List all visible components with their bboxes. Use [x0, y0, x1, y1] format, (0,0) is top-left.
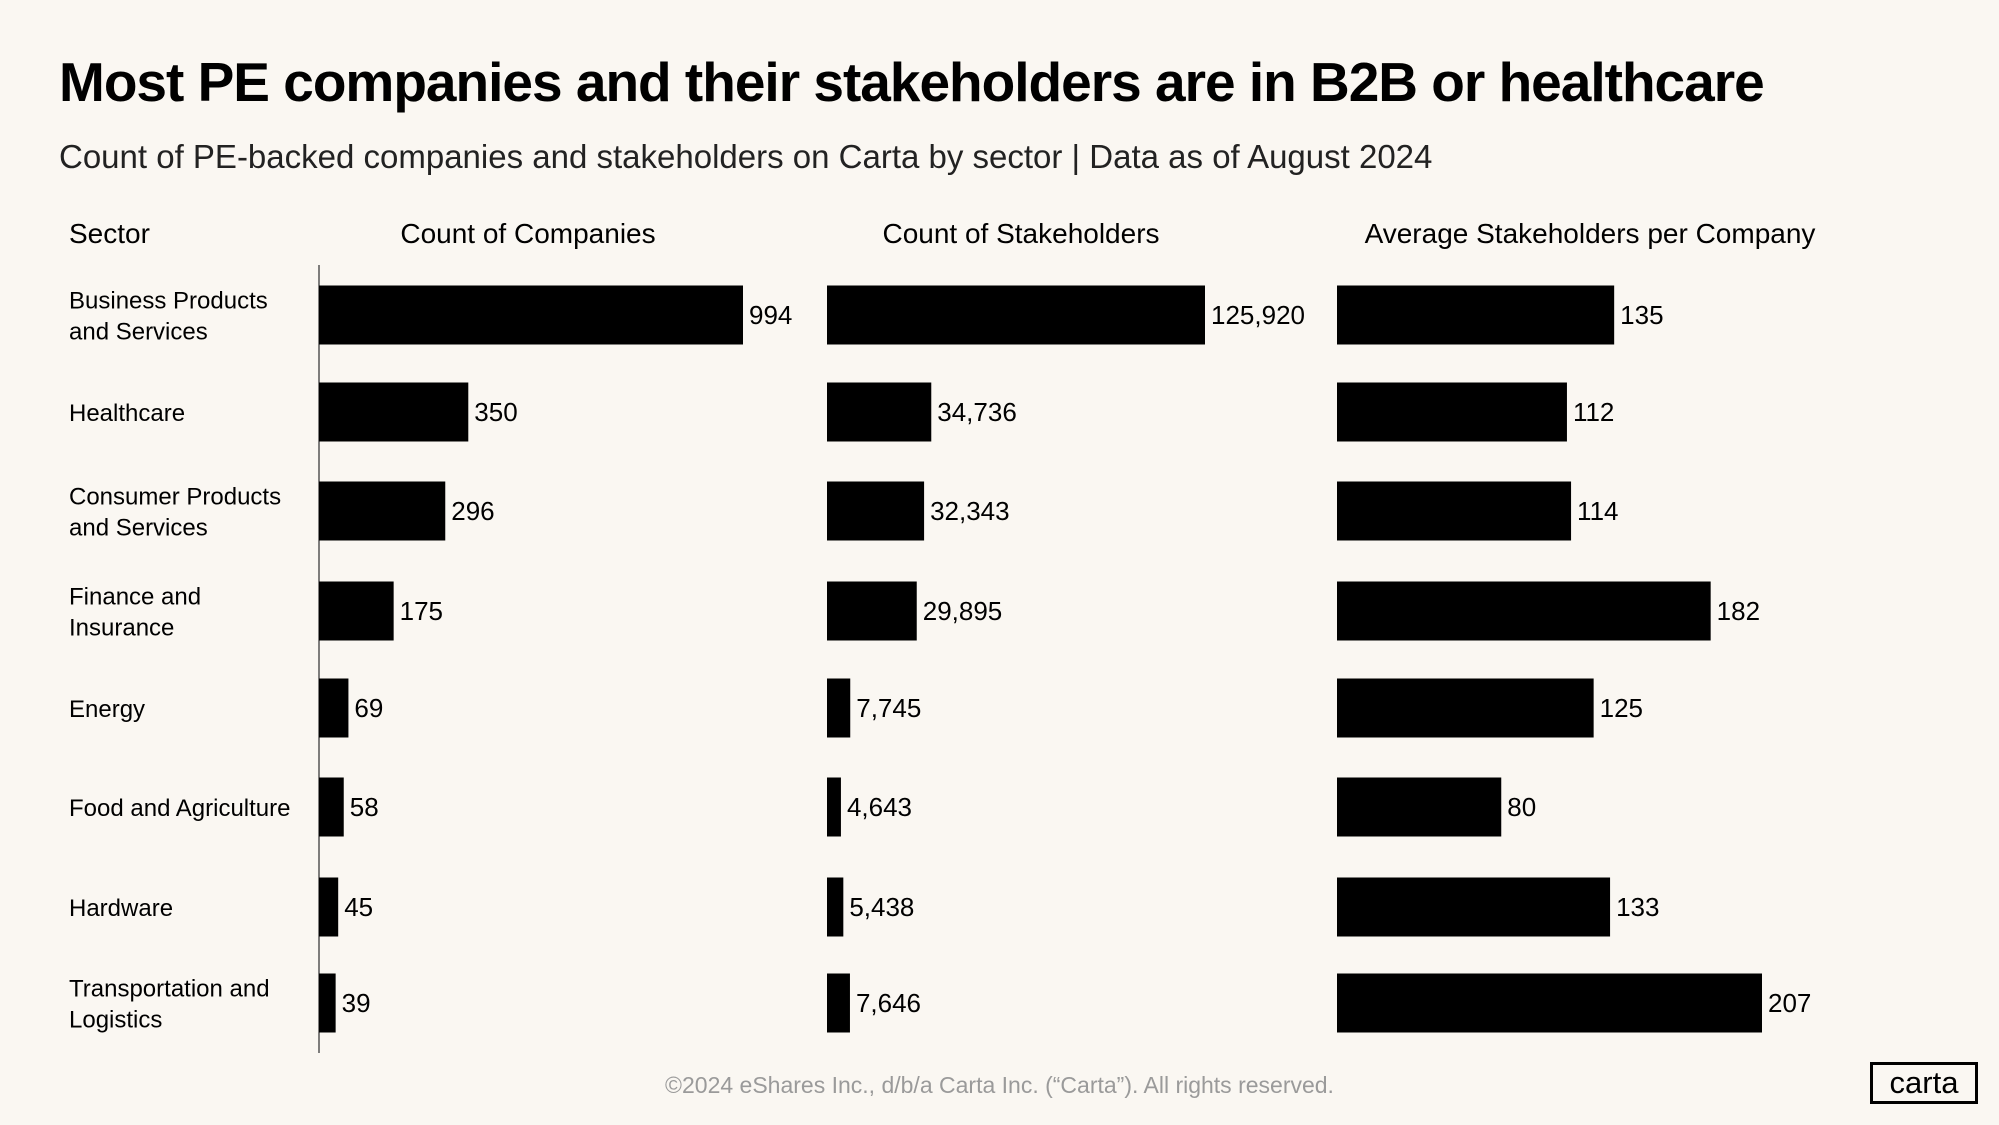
bar	[319, 382, 469, 442]
data-label: 125	[1600, 693, 1643, 723]
data-label: 133	[1616, 892, 1659, 922]
chart-title: Most PE companies and their stakeholders…	[59, 51, 1765, 113]
data-label: 994	[749, 300, 792, 330]
bar	[1337, 973, 1762, 1033]
copyright-footer: ©2024 eShares Inc., d/b/a Carta Inc. (“C…	[665, 1072, 1334, 1098]
bar	[827, 877, 844, 937]
bar	[1337, 777, 1502, 837]
bar	[827, 481, 925, 541]
bar	[1337, 285, 1615, 345]
bar	[319, 973, 336, 1033]
carta-logo: carta	[1870, 1062, 1978, 1104]
sector-label: Energy	[69, 696, 145, 723]
bar	[827, 382, 932, 442]
data-label: 4,643	[847, 792, 912, 822]
data-label: 32,343	[930, 496, 1010, 526]
bar	[1337, 481, 1572, 541]
sector-label: Transportation and Logistics	[69, 976, 270, 1034]
bar	[319, 678, 349, 738]
data-label: 39	[342, 988, 371, 1018]
sector-label: Business Products and Services	[69, 288, 268, 346]
series-header: Count of Stakeholders	[882, 218, 1159, 249]
bar	[1337, 678, 1594, 738]
bar	[1337, 382, 1567, 442]
data-label: 5,438	[849, 892, 914, 922]
data-label: 296	[451, 496, 494, 526]
chart-subtitle: Count of PE-backed companies and stakeho…	[59, 138, 1433, 175]
bar	[319, 581, 394, 641]
data-label: 7,745	[856, 693, 921, 723]
data-label: 69	[354, 693, 383, 723]
sector-label: Healthcare	[69, 400, 185, 427]
data-label: 7,646	[856, 988, 921, 1018]
data-label: 175	[400, 596, 443, 626]
data-label: 182	[1717, 596, 1760, 626]
bar	[1337, 581, 1711, 641]
data-label: 58	[350, 792, 379, 822]
data-label: 125,920	[1211, 300, 1305, 330]
data-label: 34,736	[937, 397, 1017, 427]
bar	[827, 678, 851, 738]
bar	[319, 877, 339, 937]
bar	[319, 481, 446, 541]
series-header: Average Stakeholders per Company	[1365, 218, 1816, 249]
sector-label: Consumer Products and Services	[69, 484, 281, 542]
data-label: 80	[1507, 792, 1536, 822]
data-label: 114	[1577, 496, 1618, 526]
bar	[827, 285, 1205, 345]
series-header: Count of Companies	[400, 218, 655, 249]
data-label: 135	[1620, 300, 1663, 330]
bar	[827, 973, 850, 1033]
bar	[827, 581, 917, 641]
data-label: 29,895	[923, 596, 1003, 626]
bar	[827, 777, 841, 837]
data-label: 112	[1573, 397, 1614, 427]
bar	[319, 285, 743, 345]
category-header: Sector	[69, 218, 150, 249]
data-label: 45	[344, 892, 373, 922]
bar	[319, 777, 344, 837]
bar	[1337, 877, 1611, 937]
data-label: 207	[1768, 988, 1811, 1018]
sector-label: Food and Agriculture	[69, 795, 290, 822]
sector-label: Finance and Insurance	[69, 584, 201, 642]
sector-label: Hardware	[69, 895, 173, 922]
data-label: 350	[474, 397, 517, 427]
